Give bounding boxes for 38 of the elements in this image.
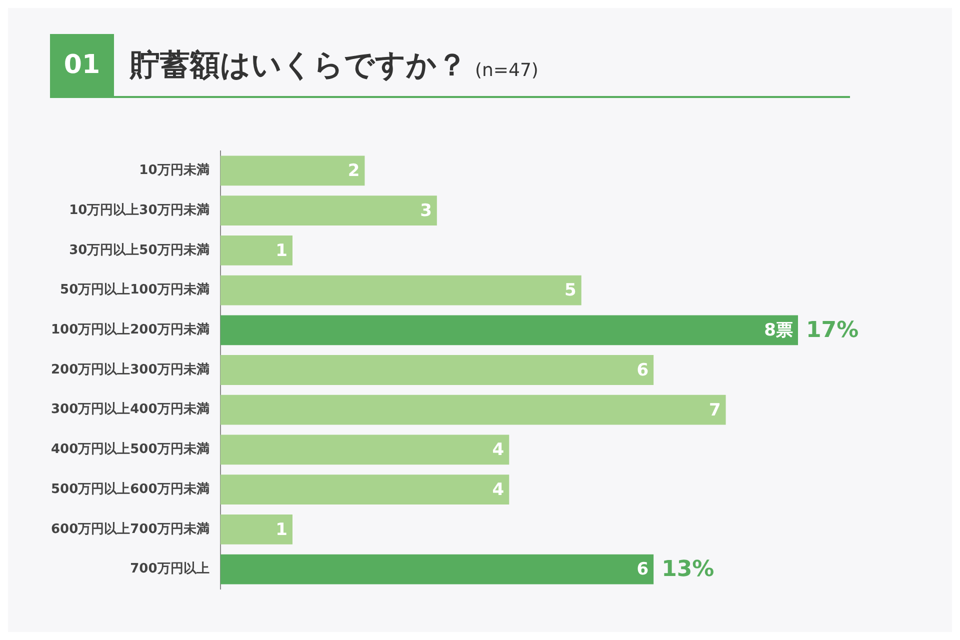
bar (220, 315, 798, 346)
chart-title: 貯蓄額はいくらですか？ (130, 46, 467, 84)
bar (220, 514, 292, 544)
data-label: 7 (708, 400, 721, 420)
data-label: 2 (348, 161, 360, 182)
data-label: 1 (276, 520, 288, 540)
chart-subtitle: (n=47) (475, 60, 538, 80)
bar (220, 394, 726, 425)
annotation: 13% (662, 556, 714, 582)
y-tick-label: 10万円未満 (139, 163, 210, 178)
bar (220, 156, 365, 186)
bar (220, 474, 510, 505)
data-label: 1 (276, 240, 288, 261)
text: 01 (50, 34, 114, 96)
y-tick-label: 50万円以上100万円未満 (60, 282, 210, 298)
data-label: 5 (564, 280, 576, 301)
y-tick-label: 400万円以上500万円未満 (50, 442, 210, 458)
data-label: 6 (636, 560, 649, 580)
data-label: 3 (420, 201, 432, 222)
bar (220, 434, 510, 465)
bar (220, 235, 292, 266)
y-tick-label: 30万円以上50万円未満 (69, 242, 210, 258)
y-tick-label: 200万円以上300万円未満 (50, 362, 210, 378)
y-tick-label: 10万円以上30万円未満 (69, 202, 210, 218)
y-tick-label: 100万円以上200万円未満 (50, 322, 210, 338)
annotation: 17% (806, 318, 859, 343)
bar (220, 554, 654, 584)
data-label: 4 (492, 440, 504, 460)
data-label: 4 (492, 480, 504, 500)
data-label: 8票 (764, 320, 793, 341)
bar (220, 196, 437, 226)
y-tick-label: 300万円以上400万円未満 (50, 402, 210, 418)
y-tick-label: 500万円以上600万円未満 (50, 482, 210, 497)
bar (220, 355, 654, 385)
y-tick-label: 700万円以上 (130, 562, 210, 577)
bar (220, 275, 582, 306)
data-label: 6 (636, 360, 649, 380)
y-tick-label: 600万円以上700万円未満 (50, 522, 210, 537)
